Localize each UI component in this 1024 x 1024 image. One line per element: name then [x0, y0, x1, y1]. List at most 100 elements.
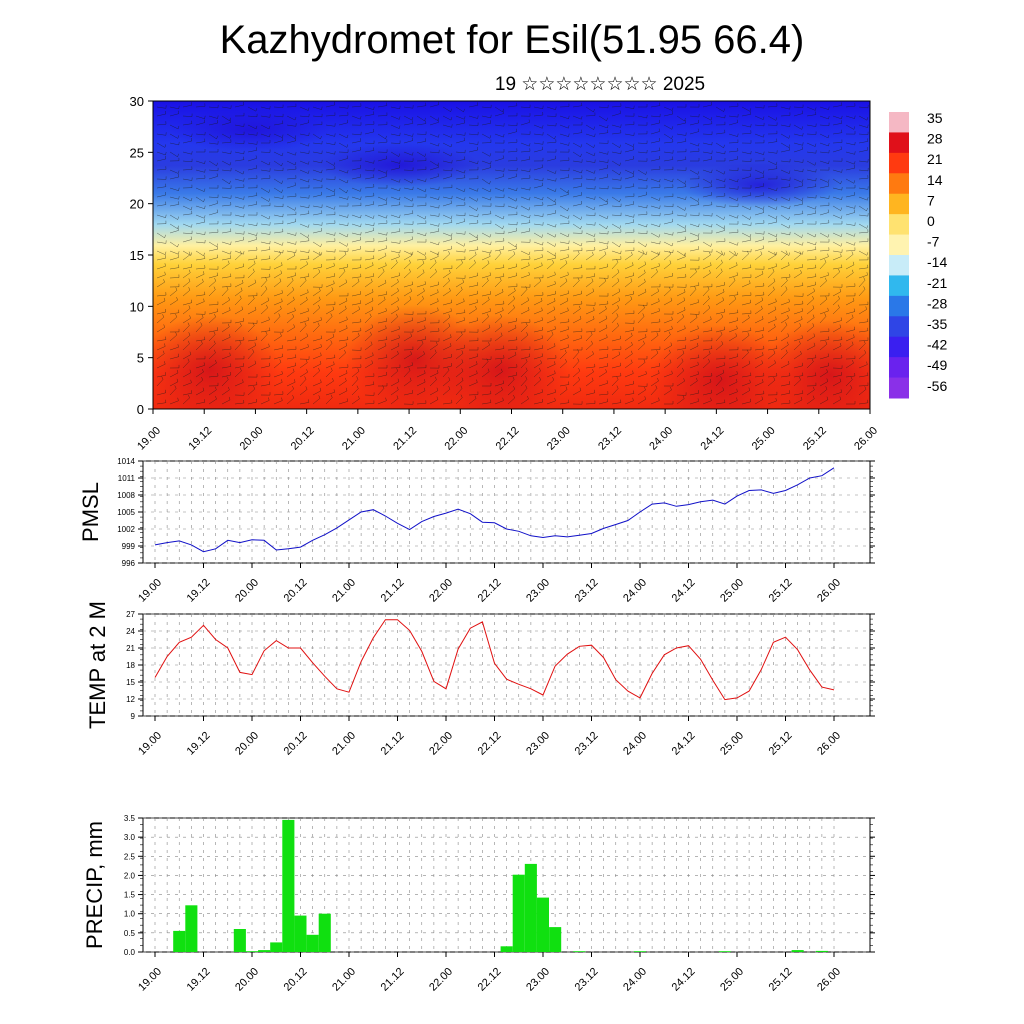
- x-tick-label: 20.00: [233, 577, 261, 605]
- series-line: [154, 619, 835, 701]
- precip-bar: [536, 897, 549, 952]
- y-tick-label: 1005: [117, 508, 135, 517]
- x-tick-label: 22.12: [476, 966, 504, 994]
- heatmap-warm-core-4: [760, 320, 870, 409]
- precip-bar: [815, 950, 828, 952]
- heatmap-x-tick-label: 22.12: [494, 425, 522, 453]
- heatmap-warm-core-3: [650, 325, 790, 409]
- heatmap-x-tick-label: 22.00: [442, 425, 470, 453]
- precip-bar: [718, 951, 731, 952]
- precip-bar: [791, 950, 804, 952]
- heatmap-y-tick-label: 0: [137, 402, 144, 417]
- colorbar-swatch: [889, 357, 909, 379]
- precip-bar: [258, 950, 271, 952]
- colorbar-label: 14: [927, 172, 943, 188]
- heatmap-x-tick-label: 25.00: [750, 425, 778, 453]
- y-tick-label: 18: [126, 661, 135, 670]
- x-tick-label: 24.00: [621, 577, 649, 605]
- colorbar-label: 7: [927, 192, 935, 208]
- x-tick-label: 25.12: [767, 577, 795, 605]
- y-tick-label: 2.5: [124, 852, 136, 861]
- heatmap-y-tick-label: 20: [130, 197, 144, 212]
- y-tick-label: 9: [131, 712, 136, 721]
- heatmap-x-tick-label: 21.12: [391, 425, 419, 453]
- heatmap-x-tick-label: 23.00: [545, 425, 573, 453]
- y-tick-label: 0.0: [124, 948, 136, 957]
- x-tick-label: 25.12: [767, 730, 795, 758]
- precip-bar: [185, 905, 198, 952]
- y-tick-label: 1011: [118, 474, 136, 483]
- precip-bar: [500, 946, 513, 952]
- y-tick-label: 21: [126, 644, 135, 653]
- heatmap-x-tick-label: 21.00: [340, 425, 368, 453]
- colorbar-swatch: [889, 255, 909, 276]
- colorbar-swatch: [889, 377, 909, 399]
- x-tick-label: 24.12: [670, 966, 698, 994]
- x-tick-label: 23.12: [573, 730, 601, 758]
- x-tick-label: 24.00: [621, 966, 649, 994]
- x-tick-label: 21.12: [379, 730, 407, 758]
- x-tick-label: 23.00: [524, 966, 552, 994]
- y-tick-label: 12: [126, 695, 135, 704]
- colorbar-swatch: [889, 316, 909, 338]
- x-tick-label: 22.12: [476, 730, 504, 758]
- x-tick-label: 21.00: [330, 730, 358, 758]
- colorbar-label: -21: [927, 275, 947, 291]
- y-axis-label: PMSL: [78, 482, 103, 542]
- x-tick-label: 20.00: [233, 730, 261, 758]
- wind-barbs: [156, 101, 869, 405]
- colorbar-swatch: [889, 173, 909, 195]
- y-tick-label: 1.0: [124, 910, 136, 919]
- y-tick-label: 996: [122, 559, 136, 568]
- y-tick-label: 27: [126, 610, 135, 619]
- precip-bar: [173, 930, 186, 952]
- y-tick-label: 999: [122, 542, 136, 551]
- precip-bar: [282, 819, 295, 952]
- heatmap-x-tick-label: 23.12: [596, 425, 624, 453]
- x-tick-label: 20.12: [282, 730, 310, 758]
- precip-bar: [524, 863, 537, 952]
- x-tick-label: 26.00: [815, 577, 843, 605]
- x-tick-label: 23.00: [524, 577, 552, 605]
- pmsl-chart-panel: 996 999 1002 1005 1008 1011 1014 19.00 19.12 20.0…: [78, 457, 875, 605]
- colorbar-swatch: [889, 234, 909, 256]
- colorbar-swatch: [889, 152, 909, 174]
- precip-bar: [318, 913, 331, 952]
- y-tick-label: 0.5: [124, 929, 136, 938]
- colorbar-swatch: [889, 295, 909, 317]
- colorbar-label: -14: [927, 254, 947, 270]
- heatmap-x-tick-label: 24.00: [647, 425, 675, 453]
- heatmap-y-tick-label: 15: [130, 248, 144, 263]
- heatmap-x-tick-label: 25.12: [801, 425, 829, 453]
- x-tick-label: 19.12: [185, 577, 213, 605]
- x-tick-label: 19.00: [136, 730, 164, 758]
- x-tick-label: 23.12: [573, 577, 601, 605]
- y-tick-label: 24: [126, 627, 135, 636]
- heatmap-y-tick-label: 5: [137, 351, 144, 366]
- x-tick-label: 20.12: [282, 577, 310, 605]
- temp-2m-chart-panel: 9 12 15 18 21 24 27 19.00 19.12 20.00 20.12 21.00 21…: [85, 601, 875, 758]
- precip-bar: [573, 951, 586, 952]
- precip-bar: [233, 929, 246, 952]
- x-tick-label: 19.12: [185, 966, 213, 994]
- heatmap-y-tick-label: 25: [130, 145, 144, 160]
- x-tick-label: 19.00: [136, 966, 164, 994]
- y-tick-label: 1014: [117, 457, 135, 466]
- heatmap-cold-core-0: [320, 143, 480, 187]
- y-tick-label: 1002: [117, 525, 135, 534]
- x-tick-label: 20.12: [282, 966, 310, 994]
- y-tick-label: 15: [126, 678, 135, 687]
- heatmap-y-tick-label: 10: [130, 299, 144, 314]
- colorbar-swatch: [889, 214, 909, 236]
- heatmap-cold-core-1: [680, 163, 840, 207]
- heatmap-warm-core-2: [430, 315, 570, 409]
- x-tick-label: 22.12: [476, 577, 504, 605]
- x-tick-label: 24.12: [670, 577, 698, 605]
- colorbar-label: 28: [927, 131, 943, 147]
- colorbar-swatch: [889, 193, 909, 215]
- y-tick-label: 1.5: [124, 891, 136, 900]
- y-tick-label: 3.5: [124, 814, 136, 823]
- heatmap-x-tick-label: 20.12: [289, 425, 317, 453]
- precip-bar: [306, 934, 319, 952]
